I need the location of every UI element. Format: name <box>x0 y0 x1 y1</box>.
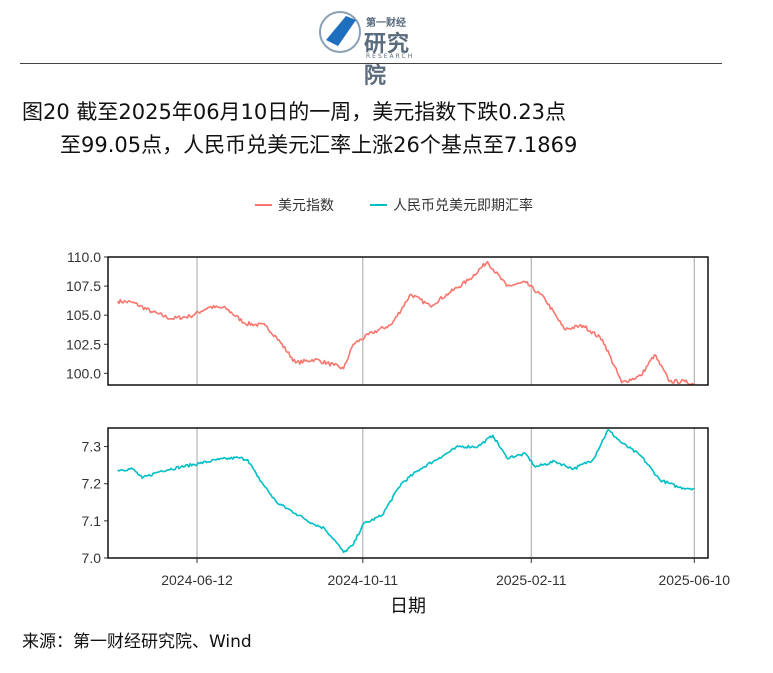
logo-top-text: 第一财经 <box>366 18 406 29</box>
logo-mark-icon <box>319 11 361 53</box>
series-line-usd-index <box>116 260 695 386</box>
y-tick-label: 100.0 <box>66 365 101 381</box>
chart-title-line1: 图20 截至2025年06月10日的一周，美元指数下跌0.23点 <box>22 100 567 124</box>
legend-label-usd: 美元指数 <box>278 198 334 214</box>
logo-main-text: 研究院 <box>364 32 411 89</box>
y-tick-label: 7.2 <box>82 476 102 492</box>
x-tick-label: 2024-06-12 <box>161 572 233 588</box>
chart-title-line2: 至99.05点，人民币兑美元汇率上涨26个基点至7.1869 <box>60 133 578 157</box>
legend-label-cny: 人民币兑美元即期汇率 <box>393 197 533 214</box>
y-tick-label: 105.0 <box>66 307 101 323</box>
logo-sub-text: RESEARCH <box>366 53 415 60</box>
panel-frame <box>107 256 709 386</box>
panel-frame <box>107 427 709 559</box>
logo: 第一财经 研究院 RESEARCH <box>318 10 428 89</box>
y-tick-label: 110.0 <box>67 249 101 265</box>
y-tick-label: 107.5 <box>66 278 101 294</box>
series-line-usdcny <box>117 429 695 554</box>
x-axis-label: 日期 <box>390 596 426 617</box>
header-divider <box>20 63 722 64</box>
x-tick-label: 2025-02-11 <box>496 572 567 588</box>
y-tick-label: 7.0 <box>82 550 102 566</box>
y-tick-label: 7.1 <box>82 513 102 529</box>
chart-title: 图20 截至2025年06月10日的一周，美元指数下跌0.23点 至99.05点… <box>22 96 577 162</box>
x-tick-label: 2024-10-11 <box>328 572 399 588</box>
source-note: 来源：第一财经研究院、Wind <box>22 632 252 652</box>
y-tick-label: 102.5 <box>66 336 101 352</box>
x-tick-label: 2025-06-10 <box>658 572 730 588</box>
y-tick-label: 7.3 <box>82 439 102 455</box>
